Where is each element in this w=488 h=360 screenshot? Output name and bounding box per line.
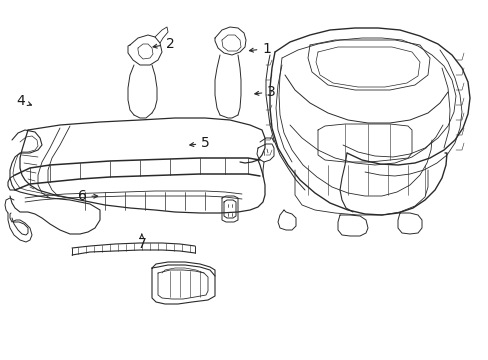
Text: 3: 3	[266, 85, 275, 99]
Text: 5: 5	[201, 136, 209, 150]
Text: 1: 1	[262, 42, 270, 55]
Text: 7: 7	[137, 237, 146, 251]
Text: 4: 4	[16, 94, 25, 108]
Text: 2: 2	[165, 37, 174, 51]
Text: 6: 6	[78, 189, 86, 203]
